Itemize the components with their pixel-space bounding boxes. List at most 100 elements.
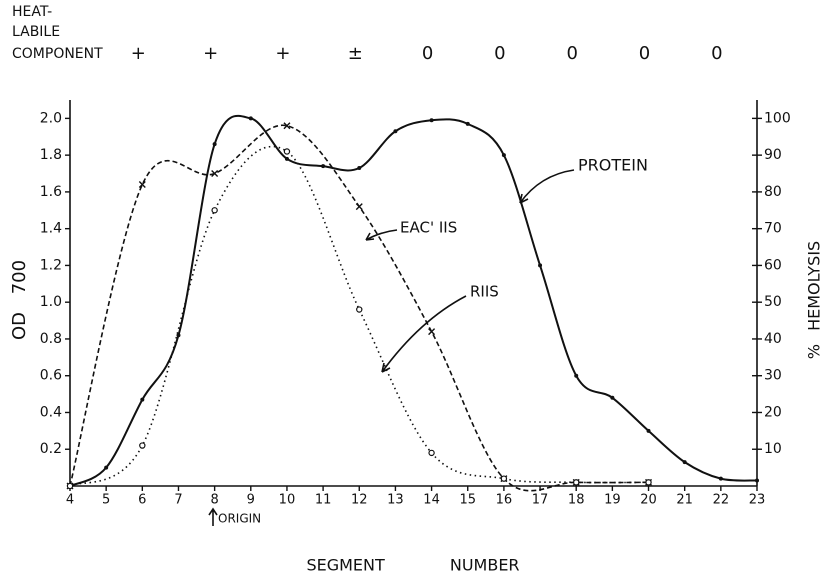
- point: [211, 170, 219, 178]
- series-label: EAC' IIS: [400, 219, 457, 237]
- y-tick-label: 1.0: [40, 294, 62, 310]
- point: [138, 181, 146, 189]
- point: [321, 164, 326, 169]
- x-tick-label: 12: [351, 493, 368, 508]
- point: [104, 465, 109, 470]
- point: [176, 333, 181, 338]
- y2-tick-label: 80: [764, 184, 782, 200]
- y-tick-label: 1.6: [40, 184, 62, 200]
- x-tick-label: 19: [604, 493, 621, 508]
- x-tick-label: 10: [279, 493, 296, 508]
- label-arrow: [365, 229, 398, 241]
- point: [465, 121, 470, 126]
- series-line: [69, 124, 649, 492]
- x-tick-label: 15: [459, 493, 476, 508]
- x-tick-label: 23: [749, 493, 766, 508]
- point: [357, 166, 362, 171]
- point: [646, 428, 651, 433]
- series-label: RIIS: [470, 283, 499, 301]
- x-tick-label: 13: [387, 493, 404, 508]
- header-mark: 0: [494, 43, 505, 64]
- point: [283, 122, 291, 130]
- y2-tick-label: 70: [764, 221, 782, 237]
- y2-tick-label: 50: [764, 294, 782, 310]
- header-label: LABILE: [12, 24, 60, 40]
- point: [645, 479, 652, 486]
- y-tick-label: 1.2: [40, 257, 62, 273]
- y2-axis-title: % HEMOLYSIS: [805, 241, 824, 359]
- x-tick-label: 20: [640, 493, 657, 508]
- y2-tick-label: 20: [764, 404, 782, 420]
- y-axis-title: OD 700: [9, 260, 30, 340]
- point: [248, 116, 253, 121]
- header-label: COMPONENT: [12, 46, 103, 62]
- point: [66, 482, 74, 490]
- x-tick-label: 5: [102, 493, 110, 508]
- series-label: PROTEIN: [578, 156, 648, 175]
- y-tick-label: 0.4: [40, 404, 62, 420]
- x-axis-title: SEGMENT NUMBER: [306, 556, 519, 575]
- x-tick-label: 17: [532, 493, 549, 508]
- point: [428, 328, 436, 336]
- point: [718, 476, 723, 481]
- x-tick-label: 18: [568, 493, 585, 508]
- header-mark: 0: [639, 43, 650, 64]
- y2-tick-label: 100: [764, 110, 791, 126]
- series-line: [69, 145, 649, 487]
- y2-tick-label: 90: [764, 147, 782, 163]
- point: [211, 207, 218, 214]
- origin-arrow: [208, 507, 218, 526]
- x-tick-label: 21: [676, 493, 693, 508]
- point: [574, 373, 579, 378]
- header-label: HEAT-: [12, 4, 52, 20]
- x-tick-label: 16: [496, 493, 513, 508]
- y-tick-label: 2.0: [40, 110, 62, 126]
- label-arrow: [381, 295, 467, 373]
- y-tick-label: 0.2: [40, 441, 62, 457]
- y2-tick-label: 30: [764, 368, 782, 384]
- x-tick-label: 22: [713, 493, 730, 508]
- x-tick-label: 7: [174, 493, 182, 508]
- y2-tick-label: 40: [764, 331, 782, 347]
- y-tick-label: 1.8: [40, 147, 62, 163]
- point: [501, 153, 506, 158]
- point: [429, 118, 434, 123]
- header-mark: 0: [711, 43, 722, 64]
- header-mark: ±: [348, 43, 363, 64]
- x-tick-label: 6: [138, 493, 146, 508]
- point: [393, 129, 398, 134]
- point: [500, 475, 508, 482]
- point: [610, 395, 615, 400]
- point: [755, 478, 759, 483]
- series-line: [69, 114, 758, 487]
- point: [356, 306, 363, 313]
- x-tick-label: 9: [247, 493, 255, 508]
- origin-label: ORIGIN: [218, 512, 261, 526]
- point: [140, 397, 145, 402]
- point: [355, 203, 363, 211]
- label-arrow: [519, 169, 575, 204]
- point: [283, 148, 291, 155]
- header-mark: 0: [566, 43, 577, 64]
- y-tick-label: 0.8: [40, 331, 62, 347]
- point: [538, 263, 543, 268]
- x-tick-label: 14: [423, 493, 440, 508]
- x-tick-label: 8: [210, 493, 218, 508]
- y-tick-label: 0.6: [40, 368, 62, 384]
- header-mark: 0: [422, 43, 433, 64]
- header-mark: +: [275, 43, 290, 64]
- y2-tick-label: 60: [764, 257, 782, 273]
- point: [428, 449, 435, 457]
- point: [682, 460, 687, 465]
- y-tick-label: 1.4: [40, 221, 62, 237]
- point: [212, 142, 217, 147]
- x-tick-label: 4: [66, 493, 74, 508]
- header-mark: +: [131, 43, 146, 64]
- y2-tick-label: 10: [764, 441, 782, 457]
- point: [284, 156, 289, 161]
- point: [139, 442, 146, 449]
- header-mark: +: [203, 43, 218, 64]
- x-tick-label: 11: [315, 493, 332, 508]
- point: [573, 479, 580, 486]
